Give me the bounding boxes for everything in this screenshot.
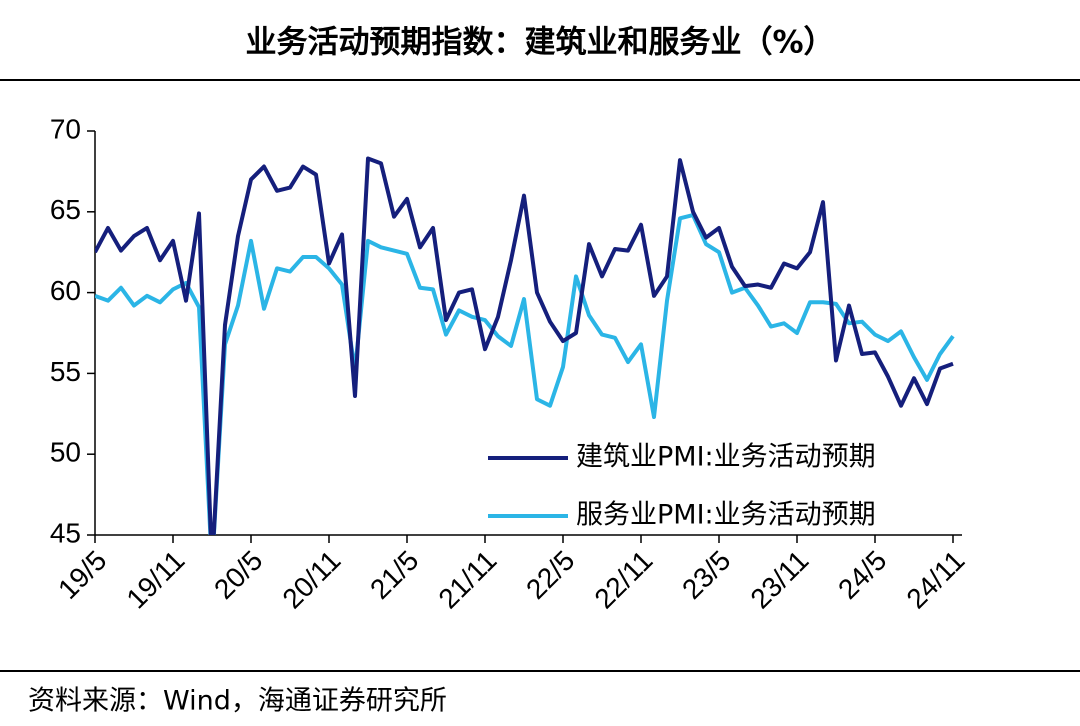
legend-label: 服务业PMI:业务活动预期 <box>576 500 876 531</box>
x-tick-label: 23/11 <box>744 545 814 615</box>
y-tick-label: 60 <box>50 275 81 306</box>
x-tick-label: 22/11 <box>588 545 658 615</box>
x-tick-label: 23/5 <box>676 545 736 605</box>
y-tick-label: 45 <box>50 517 81 548</box>
source-note: 资料来源：Wind，海通证券研究所 <box>28 686 447 717</box>
x-tick-label: 24/5 <box>832 545 892 605</box>
series-line <box>95 156 954 535</box>
x-tick-label: 19/11 <box>120 545 190 615</box>
x-tick-label: 24/11 <box>900 545 970 615</box>
x-tick-label: 21/5 <box>364 545 424 605</box>
x-tick-label: 21/11 <box>432 545 502 615</box>
y-tick-label: 55 <box>50 356 81 387</box>
y-tick-label: 65 <box>50 194 81 225</box>
x-tick-label: 20/11 <box>276 545 346 615</box>
series-line <box>95 213 955 535</box>
x-tick-label: 20/5 <box>208 545 268 605</box>
x-tick-label: 19/5 <box>52 545 112 605</box>
legend-label: 建筑业PMI:业务活动预期 <box>576 442 876 473</box>
y-tick-label: 70 <box>50 113 81 144</box>
chart-title: 业务活动预期指数：建筑业和服务业（%） <box>245 25 834 61</box>
x-tick-label: 22/5 <box>520 545 580 605</box>
plot-area <box>95 156 955 535</box>
y-tick-label: 50 <box>50 437 81 468</box>
